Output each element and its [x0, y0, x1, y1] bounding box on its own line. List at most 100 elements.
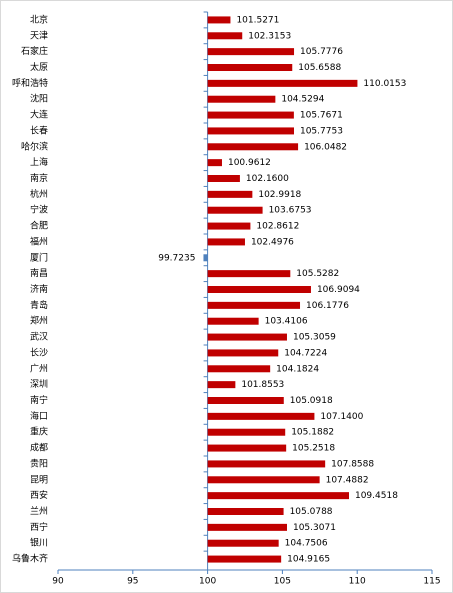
value-label: 99.7235 [158, 253, 195, 263]
bar [207, 175, 240, 182]
bar [207, 48, 295, 56]
bar [207, 539, 279, 547]
y-tick-label: 南宁 [30, 394, 48, 406]
y-tick-label: 合肥 [30, 220, 48, 232]
bar [207, 397, 284, 404]
value-label: 104.1824 [276, 364, 319, 374]
y-tick-label: 北京 [30, 13, 48, 25]
y-tick-label: 银川 [30, 537, 48, 549]
bar [207, 222, 251, 230]
bar [207, 349, 279, 357]
x-tick-label: 95 [127, 577, 138, 587]
bar [207, 16, 231, 24]
y-tick-label: 深圳 [30, 379, 48, 390]
y-tick-label: 广州 [30, 362, 48, 374]
y-tick-label: 大连 [30, 109, 48, 121]
value-label: 106.9094 [317, 285, 360, 295]
value-label: 105.2518 [292, 444, 335, 454]
y-tick-label: 昆明 [30, 474, 48, 485]
bar [207, 270, 291, 278]
value-label: 105.3071 [293, 523, 336, 533]
bar [207, 381, 236, 389]
value-label: 102.1600 [246, 174, 289, 184]
bar [203, 254, 208, 262]
value-label: 105.5282 [296, 269, 339, 279]
value-label: 102.4976 [251, 237, 294, 247]
bar [207, 143, 299, 151]
y-tick-label: 西安 [30, 489, 48, 501]
x-tick-label: 100 [199, 577, 216, 587]
value-label: 101.8553 [241, 380, 284, 390]
bar [207, 64, 293, 71]
y-tick-label: 福州 [30, 235, 48, 247]
value-label: 107.4882 [326, 475, 369, 485]
y-tick-label: 重庆 [30, 426, 48, 438]
bar [207, 523, 287, 531]
x-tick-label: 105 [274, 577, 291, 587]
bar [207, 476, 320, 484]
y-tick-label: 青岛 [30, 299, 48, 311]
value-label: 100.9612 [228, 158, 271, 168]
y-tick-label: 西宁 [30, 521, 48, 533]
value-label: 102.8612 [256, 222, 299, 232]
x-tick-label: 90 [52, 577, 64, 587]
y-tick-label: 长沙 [30, 346, 48, 358]
bar [207, 412, 315, 420]
value-label: 106.1776 [306, 301, 349, 311]
value-label: 107.8588 [331, 459, 374, 469]
bar [207, 428, 286, 436]
value-label: 105.7671 [300, 111, 343, 121]
value-label: 105.7753 [300, 126, 343, 136]
bar [207, 508, 284, 515]
bar [207, 444, 287, 452]
y-tick-label: 太原 [30, 61, 48, 73]
value-label: 107.1400 [320, 412, 363, 422]
y-tick-label: 乌鲁木齐 [12, 553, 48, 565]
bar [207, 555, 282, 563]
bar [207, 365, 271, 373]
value-label: 110.0153 [363, 79, 406, 89]
value-label: 103.4106 [265, 317, 308, 327]
bar [207, 460, 326, 468]
y-tick-label: 武汉 [30, 331, 48, 343]
y-tick-label: 南京 [30, 172, 48, 184]
bar [207, 159, 222, 167]
value-label: 105.1882 [291, 428, 334, 438]
bar [207, 95, 276, 103]
y-tick-label: 济南 [30, 283, 48, 295]
bar [207, 492, 349, 500]
value-label: 104.7506 [285, 539, 328, 549]
value-label: 104.7224 [284, 348, 327, 358]
y-tick-label: 天津 [30, 30, 48, 41]
y-tick-label: 南昌 [30, 267, 48, 279]
bar [207, 206, 263, 214]
value-label: 104.9165 [287, 555, 330, 565]
y-tick-label: 呼和浩特 [12, 77, 48, 89]
y-tick-label: 上海 [30, 156, 48, 168]
x-tick-label: 115 [423, 577, 440, 587]
value-label: 105.3059 [293, 333, 336, 343]
value-label: 106.0482 [304, 142, 347, 152]
x-tick-label: 110 [349, 577, 366, 587]
bar [207, 190, 253, 198]
y-tick-label: 宁波 [30, 204, 48, 216]
y-tick-label: 成都 [30, 442, 48, 454]
y-tick-label: 哈尔滨 [21, 140, 48, 152]
bar [207, 333, 287, 341]
bar [207, 317, 259, 325]
value-label: 109.4518 [355, 491, 398, 501]
y-tick-label: 海口 [30, 410, 48, 422]
value-label: 104.5294 [281, 95, 324, 105]
bar [207, 111, 294, 119]
bar [207, 238, 245, 246]
value-label: 102.3153 [248, 31, 291, 41]
y-tick-label: 贵阳 [30, 457, 48, 469]
y-tick-label: 石家庄 [21, 45, 48, 57]
y-tick-label: 郑州 [30, 315, 48, 327]
y-tick-label: 厦门 [30, 251, 48, 263]
bar [207, 301, 301, 309]
value-label: 101.5271 [236, 15, 279, 25]
bar [207, 127, 294, 135]
